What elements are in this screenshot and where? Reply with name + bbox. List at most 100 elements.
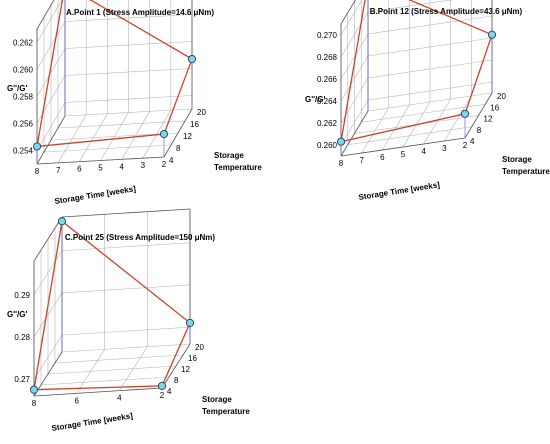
box-edge [36,115,66,165]
data-point [157,381,167,390]
data-point [187,55,197,64]
left-wall-gridline [33,250,63,295]
back-wall-gridline [61,284,191,294]
floor-gridline [361,103,486,123]
left-wall-gridline [340,0,363,36]
x-tick-label: 3 [442,144,447,153]
data-point [185,318,195,327]
panel-a-ylabel-line2: Temperature [214,163,262,172]
panel-a-title: A.Point 1 (Stress Amplitude=14.6 μNm) [66,8,214,17]
z-tick-label: 0.268 [317,53,338,62]
y-tick-label: 8 [174,376,179,385]
z-tick-label: 0.262 [13,39,34,48]
box-edge [161,343,191,389]
box-edge [33,387,163,397]
z-tick-label: 0.260 [13,66,34,75]
z-tick-label: 0.264 [317,97,338,106]
data-point [29,385,39,394]
left-wall-gridline [36,75,66,124]
panel-c-title: C.Point 25 (Stress Amplitude=150 μNm) [65,233,216,242]
panel-a-ylabel-line1: Storage [214,151,244,160]
panel-b-ylabel-line1: Storage [502,155,532,164]
box-edge [464,92,493,139]
panel-b-ylabel-line2: Temperature [502,167,550,176]
data-point [487,30,497,39]
data-point [159,129,169,139]
x-tick-label: 6 [77,165,82,174]
box-edge [36,0,55,30]
data-point [460,109,470,118]
z-tick-label: 0.29 [14,291,30,300]
box-edge [340,137,466,157]
floor-gridline [61,343,191,353]
z-tick-label: 0.28 [14,333,30,342]
panel-c-ylabel-line2: Temperature [202,407,250,416]
y-tick-label: 20 [497,92,506,101]
z-tick-label: 0.262 [317,119,338,128]
x-tick-label: 8 [32,399,37,408]
panel-a: 8 7 6 5 4 3 2 481216200.2540.2560.2580.2600.262… [7,0,262,206]
back-wall-gridline [367,37,493,57]
y-tick-label: 8 [176,144,181,153]
back-wall-gridline [367,15,493,35]
floor-gridline [347,126,472,146]
z-tick-label: 0.254 [13,147,34,156]
left-wall-gridline [36,102,66,151]
panel-b-title: B.Point 12 (Stress Amplitude=43.6 μNm) [370,7,523,16]
left-wall-gridline [340,11,369,58]
x-tick-label: 4 [119,162,124,171]
x-tick-label: 2 [160,391,165,400]
floor-gridline [57,120,186,129]
y-tick-label: 4 [169,156,174,165]
panel-b-xlabel: Storage Time [weeks] [358,180,441,202]
data-point [336,137,346,146]
back-wall-gridline [64,68,193,76]
box-edge [33,216,63,262]
y-tick-label: 12 [484,115,493,124]
x-tick-label: 5 [98,164,103,173]
x-tick-label: 2 [162,160,167,169]
z-tick-label: 0.260 [317,141,338,150]
box-edge [36,156,165,165]
x-tick-label: 4 [421,147,426,156]
back-wall-gridline [64,95,193,103]
y-tick-label: 16 [190,120,199,129]
y-tick-label: 12 [183,132,192,141]
panel-a-zlabel: G''/G' [7,84,27,93]
z-tick-label: 0.27 [14,375,30,384]
panel-b-grid: 8 7 6 5 4 3 2 481216200.2600.2620.2640.2660.268… [317,0,506,168]
panel-b-data [336,0,497,156]
back-wall-gridline [367,0,453,13]
left-wall-gridline [36,21,66,70]
panel-c-xlabel: Storage Time [weeks] [51,411,134,433]
floor-gridline [40,376,170,386]
y-tick-label: 12 [181,365,190,374]
back-wall-gridline [61,326,191,336]
y-tick-label: 4 [470,137,475,146]
box-edge [340,0,356,25]
back-wall-gridline [64,41,193,49]
x-tick-label: 8 [35,167,40,176]
panel-c-zlabel: G''/G' [7,310,27,319]
left-wall-gridline [36,48,66,97]
z-tick-label: 0.266 [317,75,338,84]
floor-gridline [47,365,177,375]
left-wall-gridline [340,55,369,102]
back-wall-gridline [367,59,493,79]
y-tick-label: 8 [477,126,482,135]
z-tick-label: 0.256 [13,120,34,129]
x-tick-label: 7 [359,156,364,165]
panel-b: 8 7 6 5 4 3 2 481216200.2600.2620.2640.2660.268… [305,0,550,202]
y-tick-label: 4 [167,387,172,396]
y-tick-label: 20 [195,343,204,352]
x-tick-label: 7 [56,166,61,175]
data-point [57,217,67,226]
y-tick-label: 16 [188,354,197,363]
panel-c-data [29,217,195,396]
x-tick-label: 2 [463,141,468,150]
panel-a-data [32,0,197,164]
panel-a-xlabel: Storage Time [weeks] [54,184,137,206]
